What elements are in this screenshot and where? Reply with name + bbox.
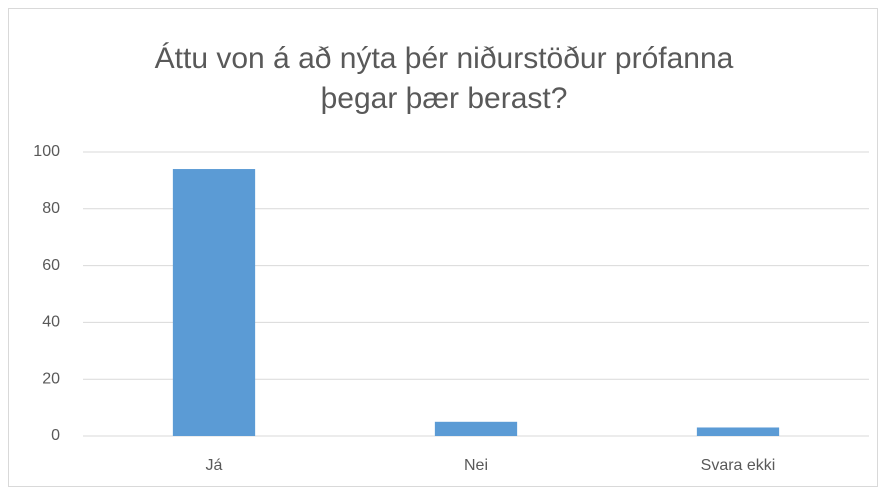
y-tick-label: 40 bbox=[42, 314, 60, 331]
y-tick-label: 80 bbox=[42, 200, 60, 217]
chart-title: Áttu von á að nýta þér niðurstöður prófa… bbox=[155, 42, 734, 75]
bar bbox=[172, 169, 256, 437]
y-tick-label: 60 bbox=[42, 257, 60, 274]
chart-title: þegar þær berast? bbox=[321, 82, 568, 115]
bar bbox=[696, 427, 780, 436]
bar bbox=[434, 421, 518, 436]
chart-frame bbox=[8, 8, 878, 487]
y-tick-label: 0 bbox=[51, 427, 60, 444]
x-tick-label: Já bbox=[206, 457, 223, 474]
y-tick-label: 100 bbox=[33, 143, 60, 160]
x-tick-label: Nei bbox=[464, 457, 488, 474]
y-tick-label: 20 bbox=[42, 370, 60, 387]
x-tick-label: Svara ekki bbox=[701, 457, 776, 474]
